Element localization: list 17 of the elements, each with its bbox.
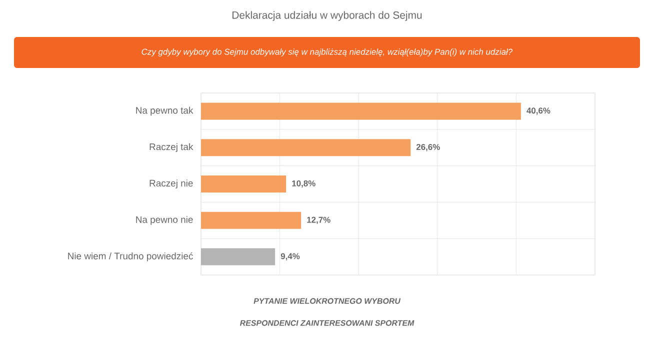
y-tick-label: Na pewno nie bbox=[136, 216, 193, 225]
bar bbox=[201, 102, 521, 120]
chart-title: Deklaracja udziału w wyborach do Sejmu bbox=[232, 11, 422, 21]
data-label: 10,8% bbox=[292, 180, 316, 188]
bar bbox=[201, 139, 411, 156]
data-label: 12,7% bbox=[307, 216, 330, 224]
bar bbox=[201, 248, 276, 266]
bar bbox=[201, 176, 286, 193]
y-tick-label: Na pewno tak bbox=[136, 106, 194, 116]
y-tick-label: Raczej nie bbox=[150, 180, 193, 188]
y-tick-label: Raczej tak bbox=[150, 143, 194, 152]
chart-subtitle: Czy gdyby wybory do Sejmu odbywały się w najbliższą niedzielę, wziął(eła)by Pan(i) w nich udział? bbox=[142, 48, 513, 56]
data-label: 40,6% bbox=[526, 108, 550, 115]
y-tick-label: Nie wiem / Trudno powiedzieć bbox=[68, 252, 193, 262]
bar bbox=[201, 212, 302, 229]
data-label: 9,4% bbox=[280, 253, 300, 260]
data-label: 26,6% bbox=[416, 144, 440, 152]
